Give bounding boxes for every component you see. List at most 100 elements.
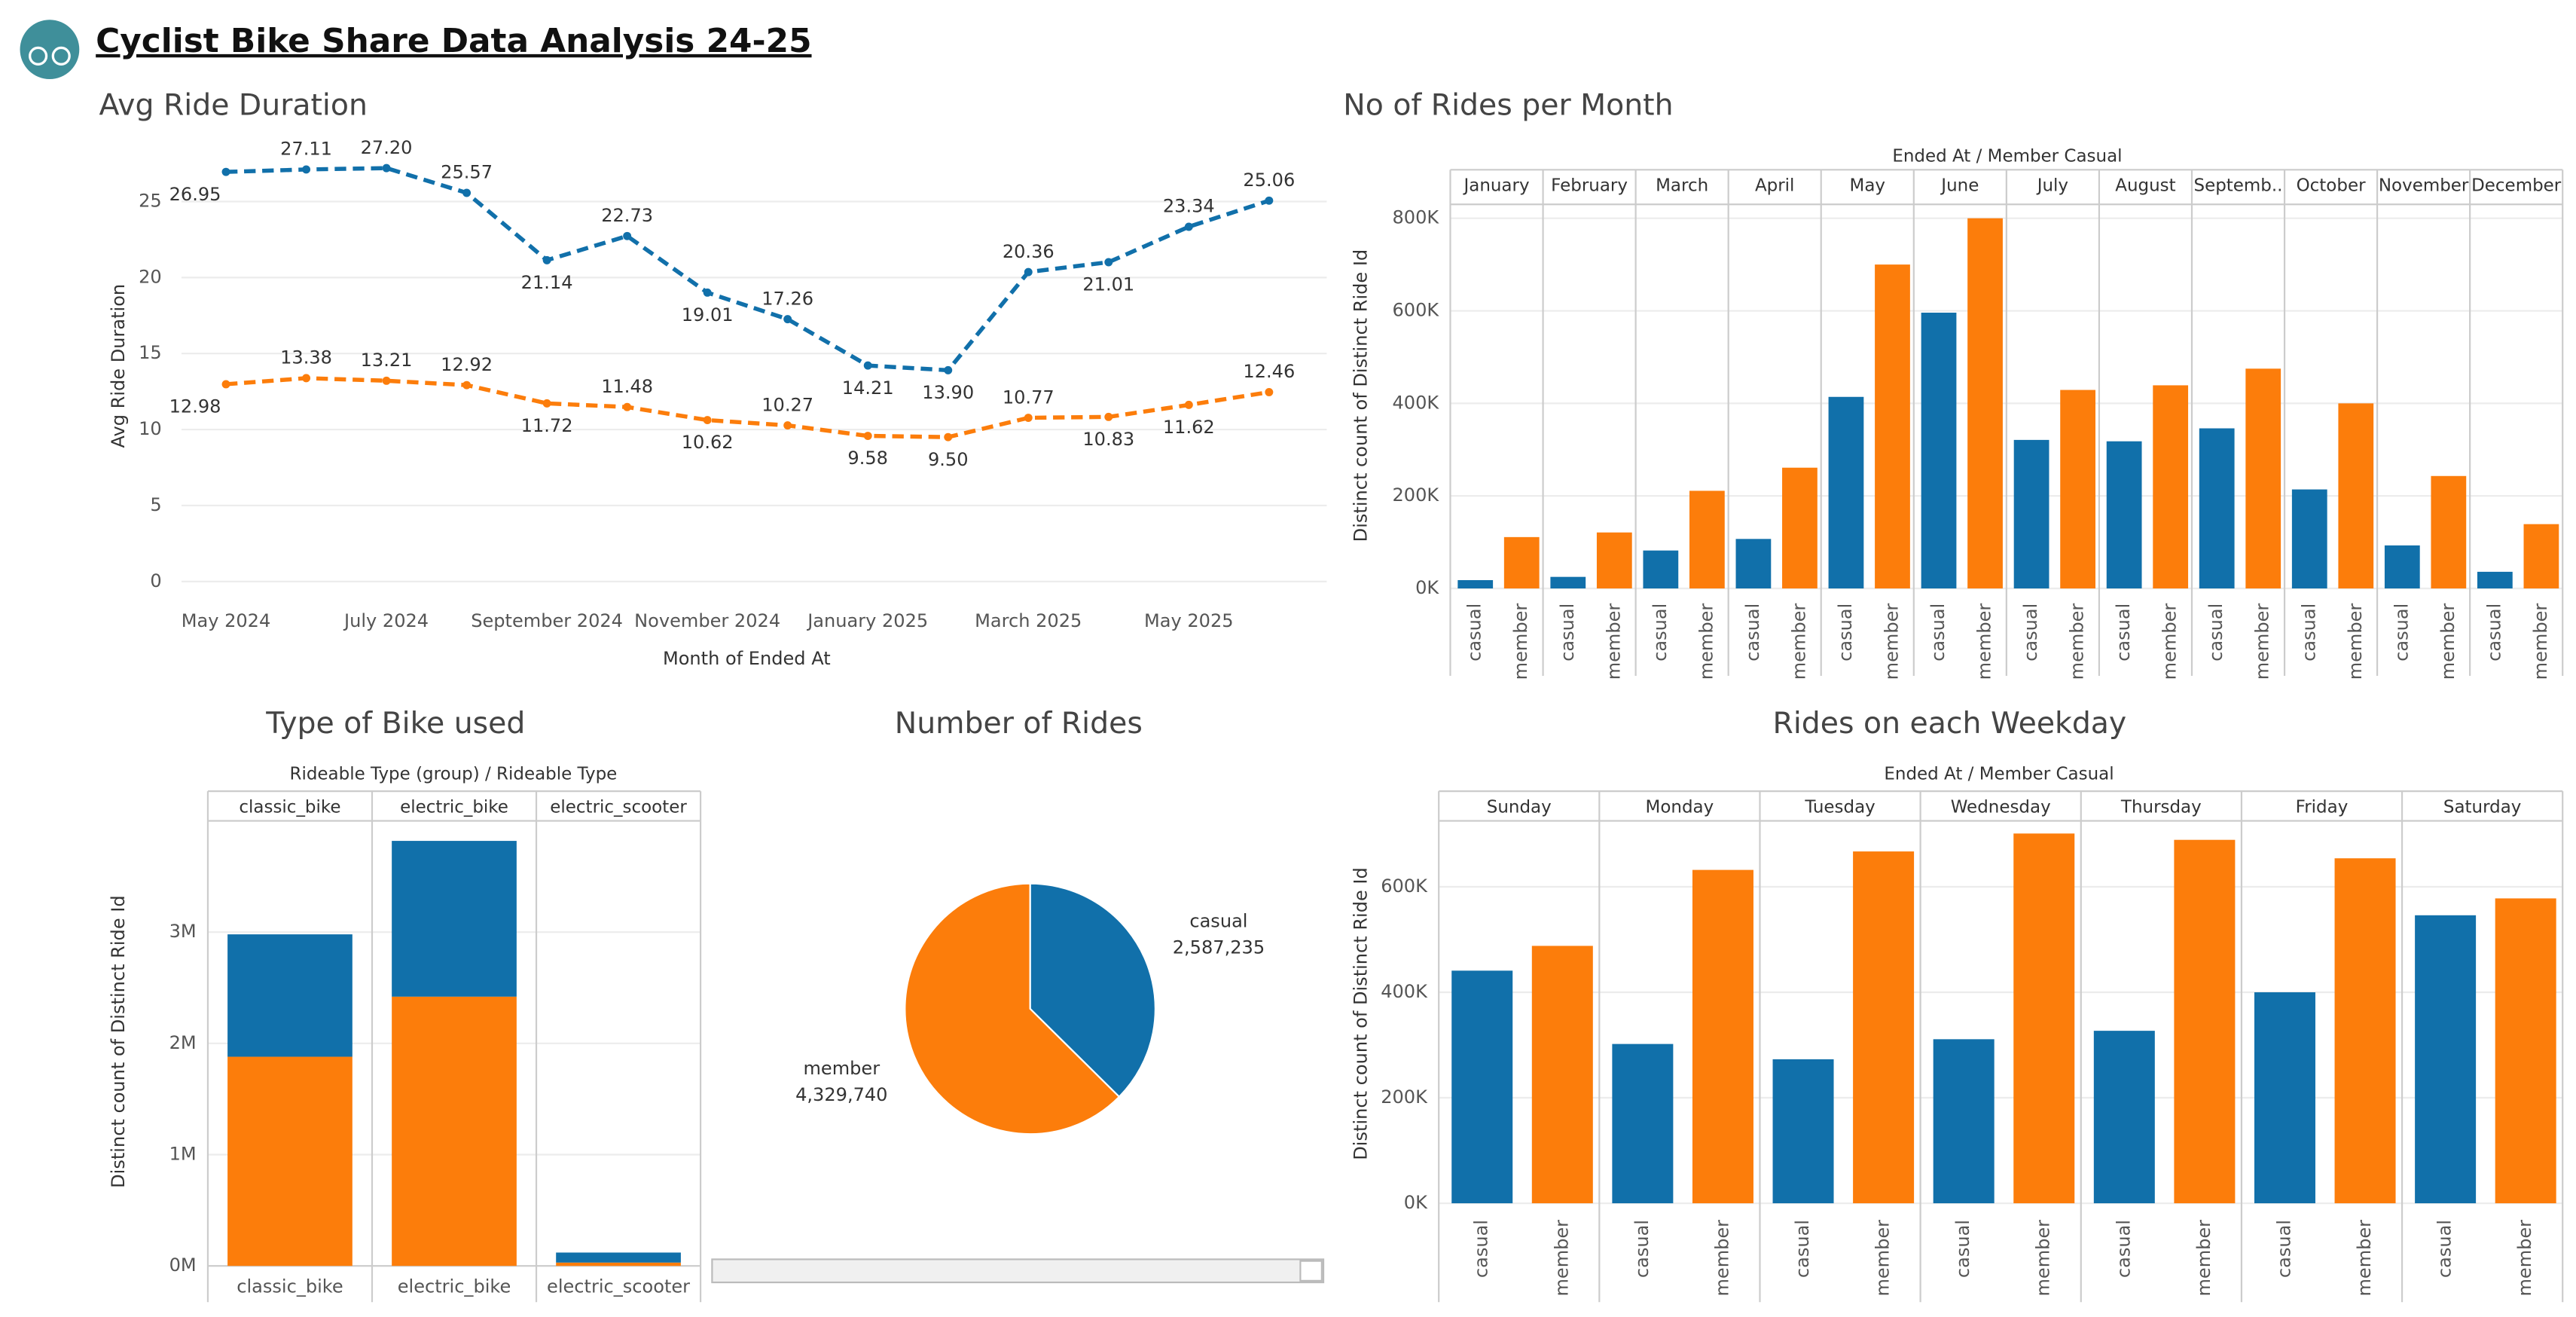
y-tick-label: 200K: [1381, 1086, 1428, 1108]
point: [462, 380, 472, 390]
bar: [1853, 851, 1915, 1204]
point: [1184, 222, 1193, 231]
chart-title: No of Rides per Month: [1343, 88, 1673, 123]
scrollbar-button[interactable]: [1299, 1260, 1323, 1282]
series-label: casual: [2434, 1220, 2455, 1278]
bar: [2254, 992, 2315, 1204]
category-header: Thursday: [2120, 797, 2202, 817]
header: Rideable Type (group) / Rideable Type: [289, 765, 617, 784]
category-header: May: [1850, 176, 1886, 196]
x-tick-label: July 2024: [343, 610, 429, 631]
data-label: 13.90: [922, 382, 974, 403]
data-label: 20.36: [1003, 241, 1055, 262]
category-header: November: [2379, 176, 2469, 196]
series-label: member: [2252, 603, 2273, 680]
series-label: member: [1711, 1220, 1732, 1297]
series-label: member: [1974, 603, 1995, 680]
data-label: 12.98: [169, 396, 221, 417]
category-header: Monday: [1646, 797, 1714, 817]
y-tick-label: 0K: [1415, 577, 1439, 598]
point: [863, 361, 872, 370]
series-label: member: [2193, 1220, 2214, 1297]
x-tick-label: November 2024: [634, 610, 780, 631]
x-tick-label: January 2025: [806, 610, 928, 631]
data-label: 10.27: [762, 394, 813, 415]
series-label: casual: [2273, 1220, 2294, 1278]
header: Ended At / Member Casual: [1884, 765, 2114, 784]
bar: [2334, 858, 2396, 1204]
category-header: Tuesday: [1804, 797, 1875, 817]
point: [1265, 196, 1274, 205]
y-tick-label: 0: [150, 570, 161, 591]
slice-value: 2,587,235: [1173, 937, 1265, 958]
series-label: casual: [1471, 1220, 1492, 1278]
point: [382, 376, 391, 385]
series-label: casual: [2020, 603, 2041, 662]
point: [542, 255, 551, 264]
category-header: January: [1462, 176, 1529, 196]
x-tick-label: March 2025: [975, 610, 1082, 631]
bar-segment: [392, 841, 517, 997]
x-tick-label: electric_scooter: [547, 1276, 690, 1297]
data-label: 22.73: [601, 205, 653, 226]
data-label: 12.46: [1243, 361, 1295, 382]
y-tick-label: 400K: [1381, 981, 1428, 1002]
category-header: Friday: [2296, 797, 2349, 817]
bar: [2060, 390, 2095, 589]
category-header: Sunday: [1487, 797, 1552, 817]
point: [783, 315, 792, 324]
series-label: member: [1603, 603, 1624, 680]
point: [863, 432, 872, 441]
series-label: casual: [1742, 603, 1763, 662]
x-axis-label: Month of Ended At: [663, 648, 831, 669]
bar: [2384, 545, 2420, 589]
category-header: March: [1656, 176, 1708, 196]
point: [1265, 387, 1274, 396]
data-label: 10.62: [682, 432, 734, 453]
bar: [2013, 833, 2075, 1204]
bar: [1643, 550, 1679, 589]
bar: [1503, 536, 1540, 589]
bar: [2495, 898, 2556, 1204]
logo: [20, 20, 80, 80]
bar: [2291, 489, 2327, 589]
data-label: 13.21: [361, 350, 413, 371]
y-tick-label: 2M: [169, 1032, 197, 1053]
point: [221, 167, 230, 176]
bar: [2106, 441, 2142, 589]
data-label: 11.72: [521, 415, 573, 436]
bar: [1689, 490, 1725, 589]
data-label: 9.58: [847, 448, 888, 469]
series-label: casual: [2205, 603, 2227, 662]
series-label: casual: [2113, 603, 2134, 662]
data-label: 13.38: [280, 347, 332, 368]
bar: [2523, 524, 2559, 589]
data-label: 26.95: [169, 184, 221, 205]
series-label: member: [1695, 603, 1717, 680]
pie-slice: [904, 882, 1121, 1135]
category-header: Wednesday: [1951, 797, 2051, 817]
series-label: casual: [1557, 603, 1578, 662]
y-axis-label: Avg Ride Duration: [108, 284, 129, 448]
point: [944, 432, 953, 442]
x-tick-label: September 2024: [471, 610, 623, 631]
series-label: member: [2437, 603, 2458, 680]
logo-wheel: [29, 46, 48, 66]
y-tick-label: 15: [139, 342, 162, 363]
series-label: casual: [1650, 603, 1671, 662]
point: [302, 374, 311, 383]
bar: [1451, 970, 1513, 1204]
scrollbar[interactable]: [711, 1258, 1325, 1284]
series-label: member: [1872, 1220, 1894, 1297]
slice-value: 4,329,740: [795, 1084, 887, 1105]
point: [1184, 400, 1193, 409]
line: [225, 166, 1270, 373]
data-label: 11.62: [1163, 417, 1215, 438]
point: [623, 231, 632, 240]
bar: [2199, 428, 2235, 589]
y-axis-label: Distinct count of Distinct Ride Id: [1350, 867, 1371, 1160]
series-label: casual: [1927, 603, 1949, 662]
data-label: 25.06: [1243, 170, 1295, 191]
